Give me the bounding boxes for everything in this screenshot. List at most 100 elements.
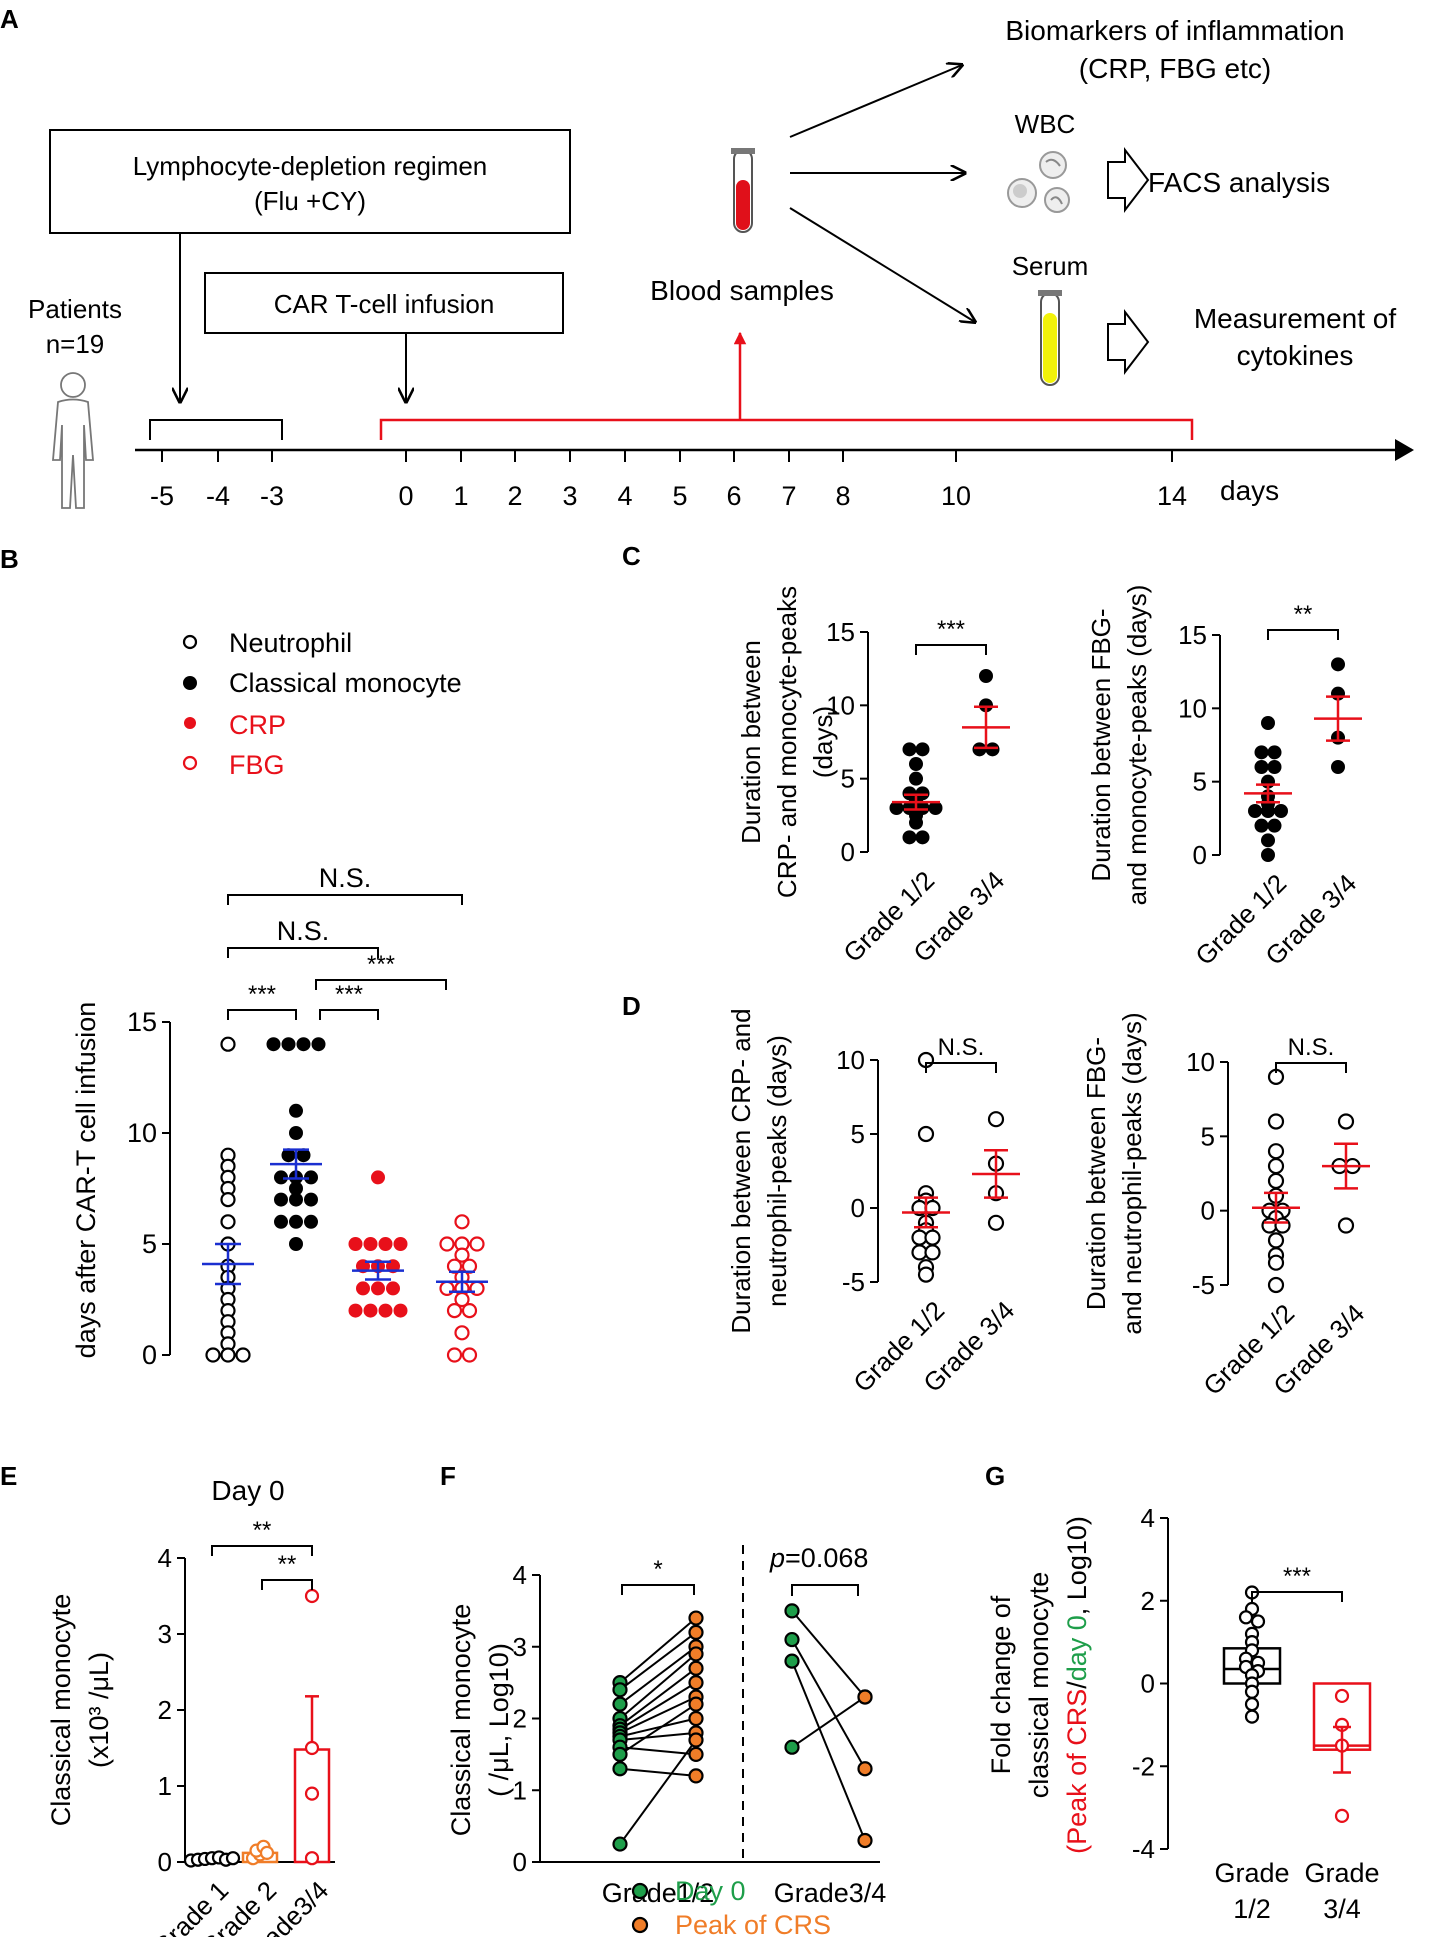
- pD2-point: [1267, 1254, 1285, 1271]
- panel-b-point-fbg: [446, 1302, 463, 1319]
- pC1-point: [909, 771, 923, 786]
- panel-f-y-tick-label: 1: [513, 1775, 527, 1805]
- panel-e-title: Day 0: [211, 1475, 284, 1506]
- panel-b-point-crp: [348, 1303, 363, 1318]
- panel-g-point: [1238, 1610, 1254, 1625]
- panel-b-point-fbg: [469, 1236, 485, 1252]
- panel-b-sig-1-bracket: [227, 1009, 297, 1020]
- panel-f-grade12-connector: [619, 1645, 697, 1705]
- panel-f-grade12-peak-point: [688, 1675, 704, 1691]
- panel-f-legend-peak-marker: [631, 1916, 649, 1934]
- pD2-point: [1267, 1232, 1285, 1249]
- legend-crp-marker: [184, 717, 196, 729]
- panel-f-grade12-connector: [619, 1617, 697, 1684]
- timeline-tick-label: 4: [617, 481, 632, 511]
- panel-b-y-tick-label: 5: [142, 1229, 157, 1259]
- pC2-point: [1267, 818, 1282, 833]
- panel-b-sig-3-bracket: [315, 979, 447, 990]
- panel-b-point-classical-monocyte: [289, 1103, 303, 1118]
- panel-g-group-line2: 1/2: [1233, 1894, 1271, 1924]
- panel-f-p-number: =0.068: [785, 1543, 868, 1573]
- panel-b-point-crp: [393, 1237, 408, 1251]
- panel-b-point-neutrophil: [205, 1347, 221, 1363]
- panel-e-bar: [293, 1748, 331, 1864]
- panel-e-point: [304, 1740, 320, 1756]
- panel-f-grade12-day0-point: [612, 1836, 628, 1852]
- pD2-y-tick-label: 0: [1201, 1196, 1215, 1226]
- panel-e-y-tick-label: 4: [158, 1543, 172, 1573]
- pC2-point: [1267, 760, 1282, 774]
- infusion-label: CAR T-cell infusion: [274, 289, 495, 319]
- panel-b-point-neutrophil: [220, 1214, 236, 1230]
- panel-g-point: [1244, 1697, 1260, 1712]
- panel-f-grade12-peak-point: [688, 1710, 704, 1727]
- panel-b-label: B: [0, 544, 19, 574]
- panel-b-point-fbg: [439, 1236, 455, 1252]
- pC1-y-tick-label: 10: [826, 690, 855, 720]
- panel-f-grade12-connector: [619, 1717, 697, 1738]
- panel-e-ylabel: (x10³ /μL): [84, 1652, 114, 1768]
- person-icon: [52, 372, 94, 509]
- regimen-box: [49, 129, 571, 234]
- panel-b-point-classical-monocyte: [281, 1148, 296, 1163]
- panel-g-sig-bracket: [1251, 1591, 1343, 1602]
- pC2-point: [1267, 745, 1282, 760]
- panel-f-grade34-connector: [791, 1639, 866, 1770]
- pD2-sig-label: N.S.: [1288, 1034, 1335, 1061]
- panel-f-grade12-day0-point: [612, 1682, 628, 1698]
- panel-e-y-tick-label: 2: [158, 1695, 172, 1725]
- panel-f-p-bracket: [791, 1584, 859, 1596]
- panel-b-point-classical-monocyte: [266, 1037, 281, 1052]
- patients-label: Patients: [28, 294, 122, 324]
- facs-arrow-icon: [1107, 147, 1150, 213]
- panel-b-point-classical-monocyte: [296, 1148, 311, 1163]
- cytokines-title: Measurement of: [1194, 303, 1397, 334]
- pC1-ylabel: (days): [808, 706, 838, 778]
- panel-f-grade12-day0-point: [612, 1746, 628, 1762]
- pC2-y-tick-label: 5: [1193, 767, 1207, 797]
- panel-b-point-classical-monocyte: [304, 1214, 318, 1229]
- sampling-bracket: [379, 418, 1194, 440]
- panel-e-sig-2-label: **: [278, 1551, 297, 1578]
- panel-b-sig-2-label: ***: [335, 981, 363, 1008]
- panel-f-grade12-day0-point: [612, 1696, 628, 1712]
- panel-b-point-fbg: [461, 1302, 478, 1319]
- facs-label: FACS analysis: [1148, 167, 1330, 198]
- pC2-point: [1261, 716, 1275, 730]
- panel-f-grade12-peak-point: [688, 1624, 704, 1641]
- pD1-point: [917, 1266, 935, 1283]
- timeline-tick-label: -5: [150, 481, 174, 511]
- pC1-ylabel: CRP- and monocyte-peaks: [772, 586, 802, 898]
- panel-c-right-chart: 0 5 10 15 Duration between FBG-and monocyte-…: [1086, 585, 1362, 971]
- pC1-sig-label: ***: [937, 616, 965, 643]
- timeline-tick-label: 0: [398, 481, 413, 511]
- legend-neutrophil-marker: [182, 634, 198, 650]
- panel-g-chart: -4 -2 0 2 4 Fold change of classical monocyte (…: [986, 1503, 1380, 1924]
- panel-b-point-classical-monocyte: [274, 1170, 288, 1185]
- panel-f-grade34-day0-point: [784, 1739, 800, 1755]
- pC2-point: [1261, 848, 1275, 862]
- panel-e-point: [304, 1588, 320, 1604]
- panel-f-grade12-peak-point: [688, 1732, 704, 1748]
- panel-b-point-crp: [348, 1237, 363, 1251]
- panel-e-sig-2-bracket: [261, 1579, 313, 1590]
- pC1-ylabel: Duration between: [736, 640, 766, 844]
- panel-e-point: [304, 1851, 320, 1866]
- pD1-point: [987, 1214, 1005, 1231]
- panel-f-ylabel: Classical monocyte: [446, 1604, 476, 1837]
- panel-b-point-classical-monocyte: [274, 1192, 288, 1207]
- panel-b-ylabel: days after CAR-T cell infusion: [71, 1002, 101, 1359]
- panel-g-ylabel-part: , Log10): [1062, 1516, 1092, 1615]
- panel-b-point-neutrophil: [220, 1191, 236, 1208]
- pD1-y-tick-label: 5: [851, 1119, 865, 1149]
- panel-g-group-line2: 3/4: [1323, 1894, 1361, 1924]
- pC2-point: [1331, 657, 1345, 672]
- timeline-tick-label: 2: [507, 481, 522, 511]
- panel-g-ylabel: Fold change of: [986, 1595, 1016, 1774]
- panel-b-point-crp: [386, 1281, 400, 1296]
- panel-f-grade12-connector: [619, 1653, 697, 1720]
- pD1-y-tick-label: 10: [836, 1045, 865, 1075]
- panel-b-sig-4-label: N.S.: [277, 916, 330, 946]
- pC2-point: [1254, 745, 1269, 760]
- blood-tube-icon: [731, 148, 755, 233]
